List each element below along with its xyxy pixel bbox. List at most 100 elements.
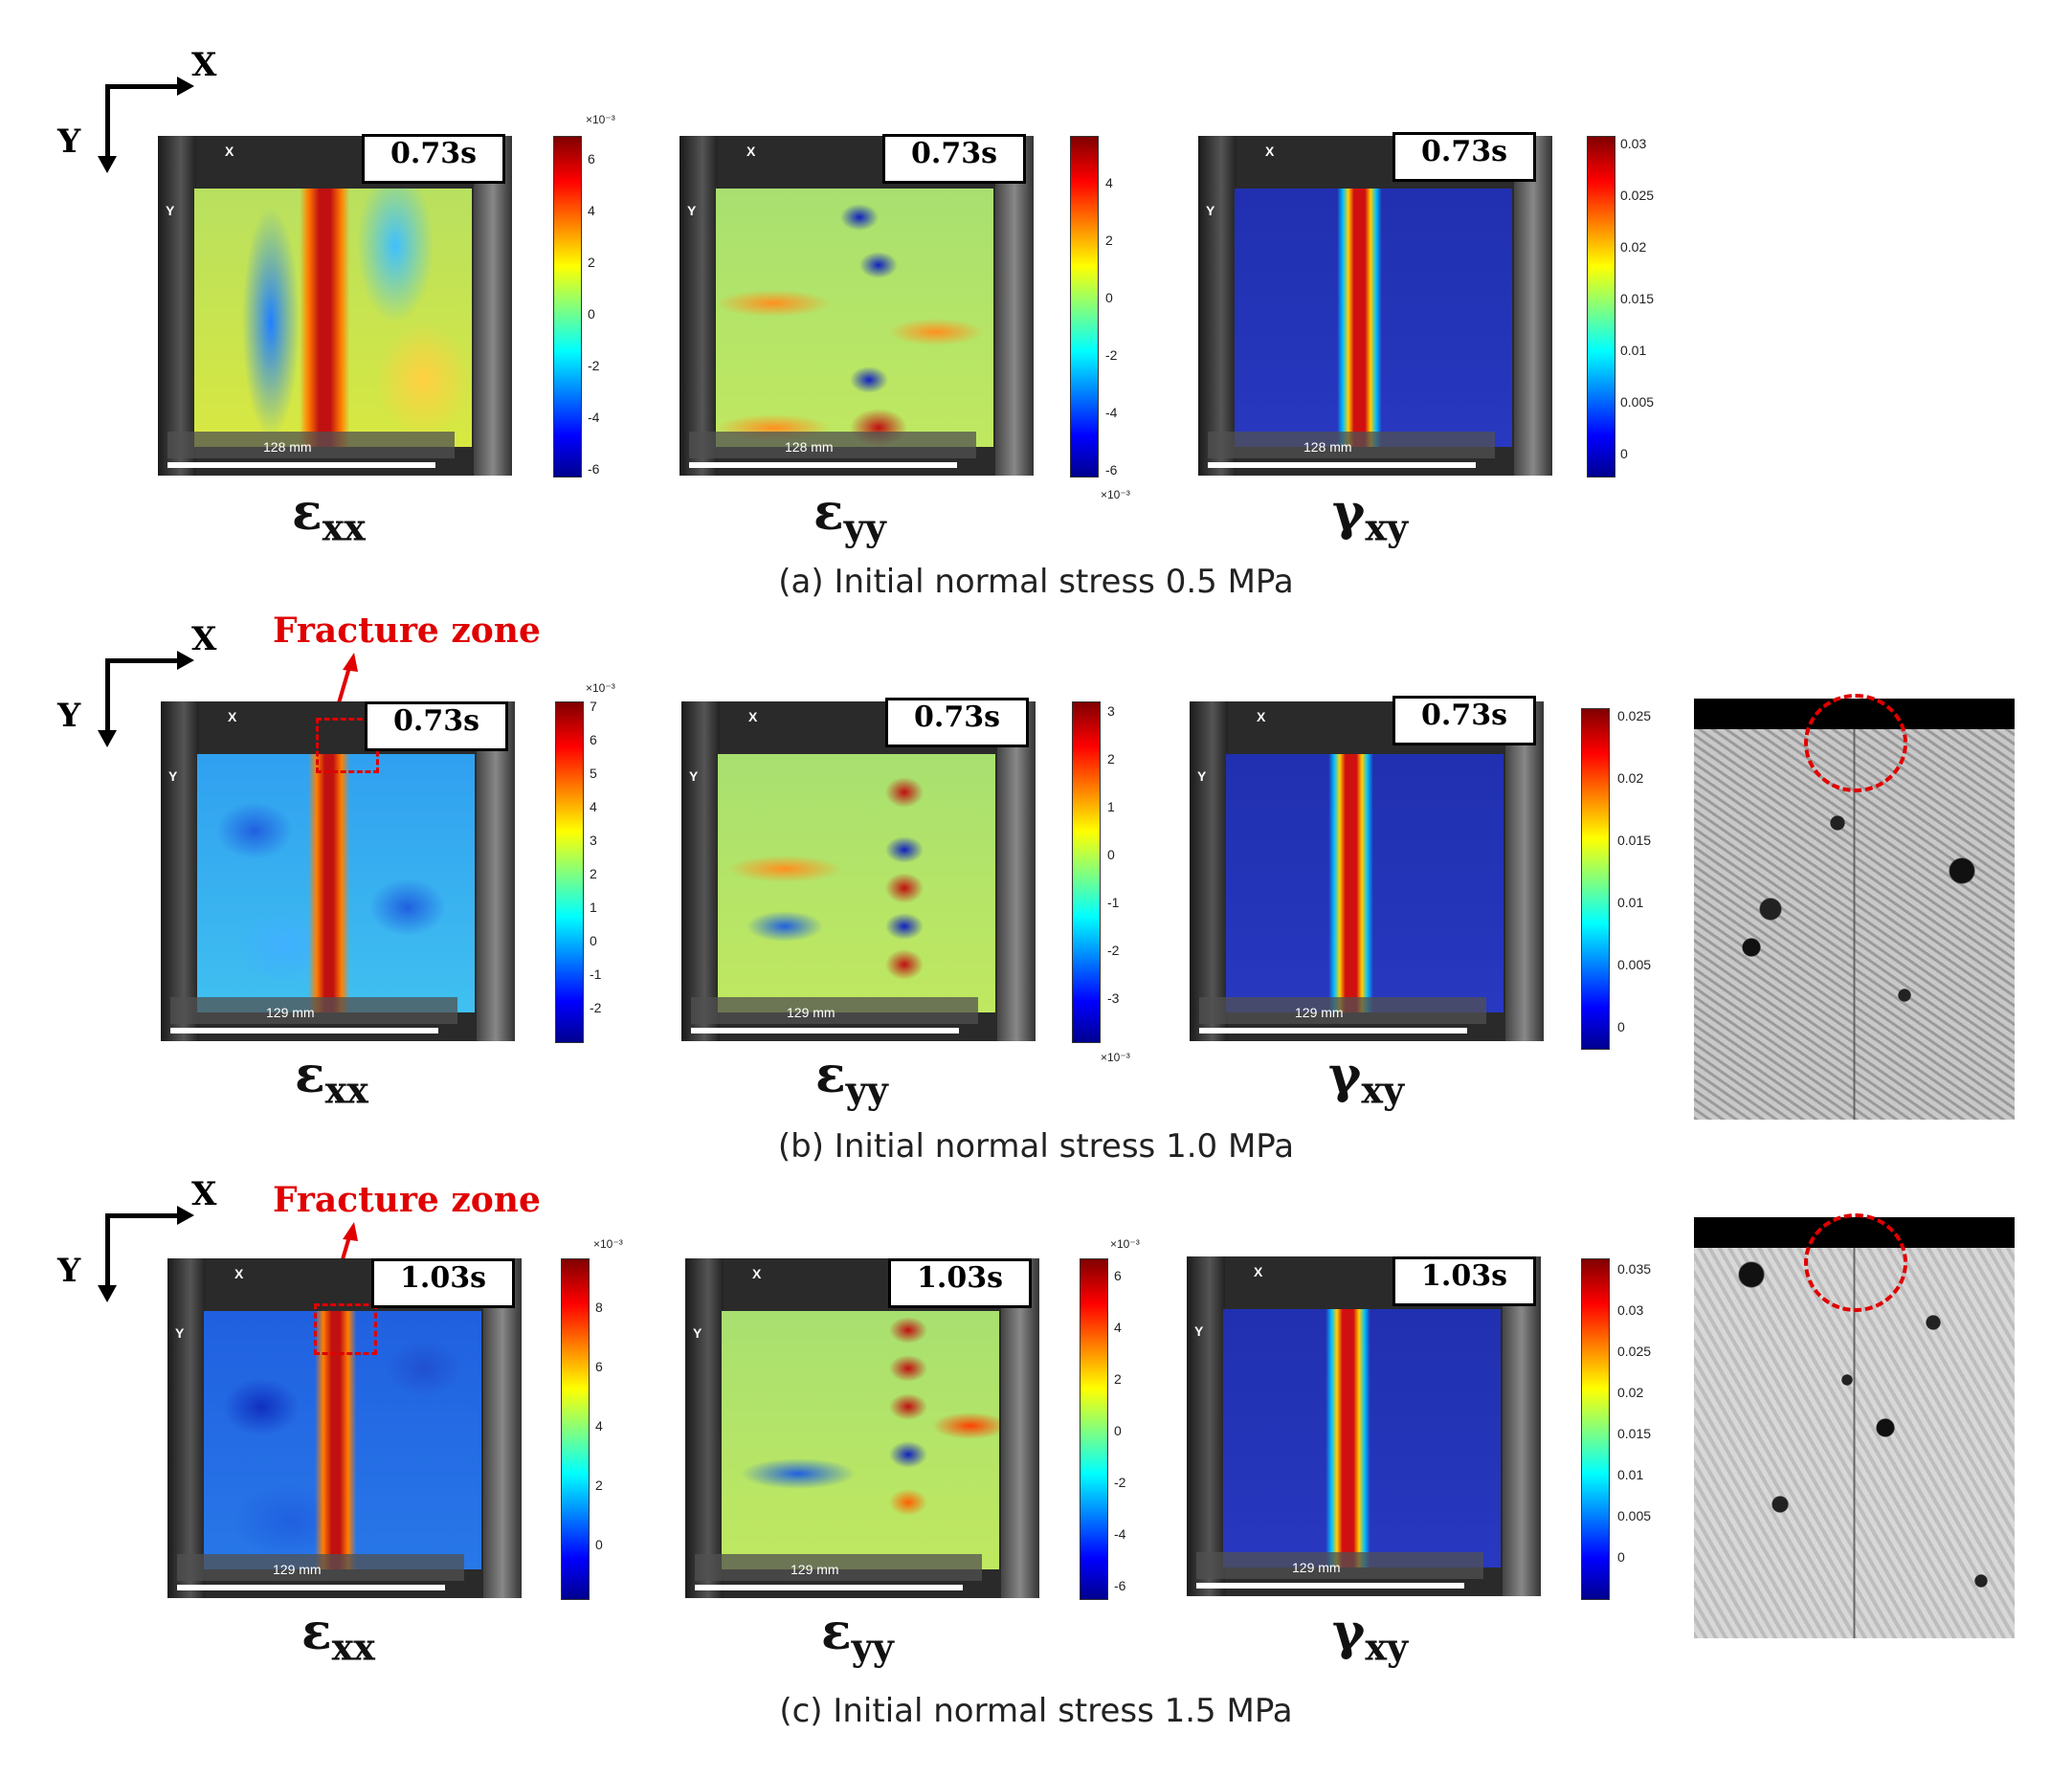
y-axis-label: Y [57, 697, 81, 735]
time-label: 0.73s [882, 134, 1026, 184]
panel-y-mark: Y [1197, 768, 1207, 784]
fracture-circle-b [1804, 694, 1907, 792]
time-label: 0.73s [365, 701, 508, 751]
colorbar-exponent: ×10⁻³ [1101, 1051, 1130, 1064]
panel-x-mark: X [228, 709, 237, 724]
gxy-map-b: X Y 129 mm [1190, 701, 1544, 1041]
gxy-colorbar-a [1587, 136, 1615, 478]
eyy-map-b: X Y 129 mm [681, 701, 1036, 1041]
scale-label: 129 mm [273, 1562, 322, 1577]
scale-label: 129 mm [266, 1005, 315, 1020]
strain-field [718, 754, 995, 1012]
scale-bar [691, 1028, 959, 1033]
panel-y-mark: Y [166, 203, 175, 218]
scale-bar [167, 462, 435, 468]
y-axis-label: Y [57, 1252, 81, 1290]
x-axis-label: X [191, 46, 217, 84]
panel-y-mark: Y [175, 1325, 185, 1341]
fracture-circle-c [1804, 1213, 1907, 1312]
gxy-label-b: γxy [1328, 1046, 1405, 1112]
strain-field [197, 754, 475, 1012]
x-axis-label: X [191, 1175, 217, 1213]
gxy-map-c: X Y 129 mm [1187, 1256, 1541, 1596]
gxy-ticks-b: 0.025 0.02 0.015 0.01 0.005 0 [1617, 708, 1652, 1034]
exx-colorbar-a [553, 136, 582, 478]
scale-label: 128 mm [263, 439, 312, 455]
exx-colorbar-c [561, 1258, 590, 1600]
exx-ticks-a: 6 4 2 0 -2 -4 -6 [588, 151, 600, 477]
eyy-colorbar-b [1072, 701, 1101, 1043]
colorbar-exponent: ×10⁻³ [1110, 1237, 1140, 1251]
exx-label-a: εxx [292, 483, 366, 549]
eyy-label-b: εyy [815, 1046, 888, 1112]
time-label: 0.73s [885, 698, 1029, 747]
y-axis-arrow [105, 84, 110, 161]
eyy-map-a: X Y 128 mm [680, 136, 1034, 476]
exx-map-c: X Y 129 mm [167, 1258, 522, 1598]
gxy-colorbar-b [1581, 708, 1610, 1050]
scale-label: 129 mm [1295, 1005, 1344, 1020]
x-axis-label: X [191, 620, 217, 658]
scale-bar [1199, 1028, 1467, 1033]
gxy-map-a: X Y 128 mm [1198, 136, 1552, 476]
caption-a: (a) Initial normal stress 0.5 MPa [778, 563, 1294, 601]
panel-y-mark: Y [1206, 203, 1215, 218]
time-label: 0.73s [1392, 132, 1536, 182]
gxy-ticks-c: 0.035 0.03 0.025 0.02 0.015 0.01 0.005 0 [1617, 1261, 1652, 1565]
eyy-label-a: εyy [813, 483, 886, 549]
x-arrowhead [177, 77, 194, 96]
scale-label: 128 mm [1303, 439, 1352, 455]
scale-label: 129 mm [787, 1005, 835, 1020]
y-axis-label: Y [57, 122, 81, 161]
panel-x-mark: X [748, 709, 758, 724]
scale-bar [177, 1585, 445, 1590]
scale-bar [170, 1028, 438, 1033]
fracture-zone-label-c: Fracture zone [273, 1180, 541, 1220]
caption-b: (b) Initial normal stress 1.0 MPa [777, 1127, 1295, 1166]
time-label: 0.73s [1392, 696, 1536, 745]
eyy-label-c: εyy [821, 1603, 894, 1669]
panel-x-mark: X [752, 1266, 762, 1281]
gxy-label-c: γxy [1332, 1603, 1409, 1669]
gxy-label-a: γxy [1332, 483, 1409, 549]
panel-y-mark: Y [693, 1325, 702, 1341]
colorbar-exponent: ×10⁻³ [1101, 488, 1130, 501]
x-axis-arrow [105, 84, 182, 89]
coordinate-axes-b: X Y [57, 620, 220, 747]
time-label: 1.03s [888, 1258, 1032, 1308]
gxy-colorbar-c [1581, 1258, 1610, 1600]
exx-ticks-b: 7 6 5 4 3 2 1 0 -1 -2 [590, 699, 602, 1015]
eyy-colorbar-c [1080, 1258, 1108, 1600]
exx-label-b: εxx [295, 1046, 368, 1112]
strain-field [1235, 189, 1512, 447]
exx-ticks-c: 8 6 4 2 0 [595, 1300, 603, 1552]
panel-x-mark: X [1265, 144, 1275, 159]
scale-label: 129 mm [791, 1562, 839, 1577]
exx-label-c: εxx [301, 1603, 375, 1669]
panel-x-mark: X [1254, 1264, 1263, 1279]
caption-c: (c) Initial normal stress 1.5 MPa [779, 1692, 1293, 1730]
panel-x-mark: X [234, 1266, 244, 1281]
scale-bar [1196, 1583, 1464, 1589]
time-label: 1.03s [1392, 1256, 1536, 1306]
coordinate-axes-c: X Y [57, 1175, 220, 1302]
exx-map-b: X Y 129 mm [161, 701, 515, 1041]
exx-map-a: X Y 128 mm [158, 136, 512, 476]
strain-field [194, 189, 472, 447]
eyy-ticks-b: 3 2 1 0 -1 -2 -3 [1107, 703, 1120, 1006]
eyy-map-c: X Y 129 mm [685, 1258, 1039, 1598]
panel-x-mark: X [746, 144, 756, 159]
panel-x-mark: X [1257, 709, 1266, 724]
scale-label: 129 mm [1292, 1560, 1341, 1575]
colorbar-exponent: ×10⁻³ [593, 1237, 623, 1251]
strain-field [1223, 1309, 1501, 1567]
time-label: 1.03s [371, 1258, 515, 1308]
eyy-ticks-c: 6 4 2 0 -2 -4 -6 [1114, 1268, 1126, 1593]
panel-y-mark: Y [168, 768, 178, 784]
colorbar-exponent: ×10⁻³ [586, 113, 615, 126]
gxy-ticks-a: 0.03 0.025 0.02 0.015 0.01 0.005 0 [1620, 136, 1655, 461]
colorbar-exponent: ×10⁻³ [586, 681, 615, 695]
eyy-ticks-a: 4 2 0 -2 -4 -6 [1105, 175, 1118, 478]
panel-y-mark: Y [689, 768, 699, 784]
time-label: 0.73s [362, 134, 505, 184]
